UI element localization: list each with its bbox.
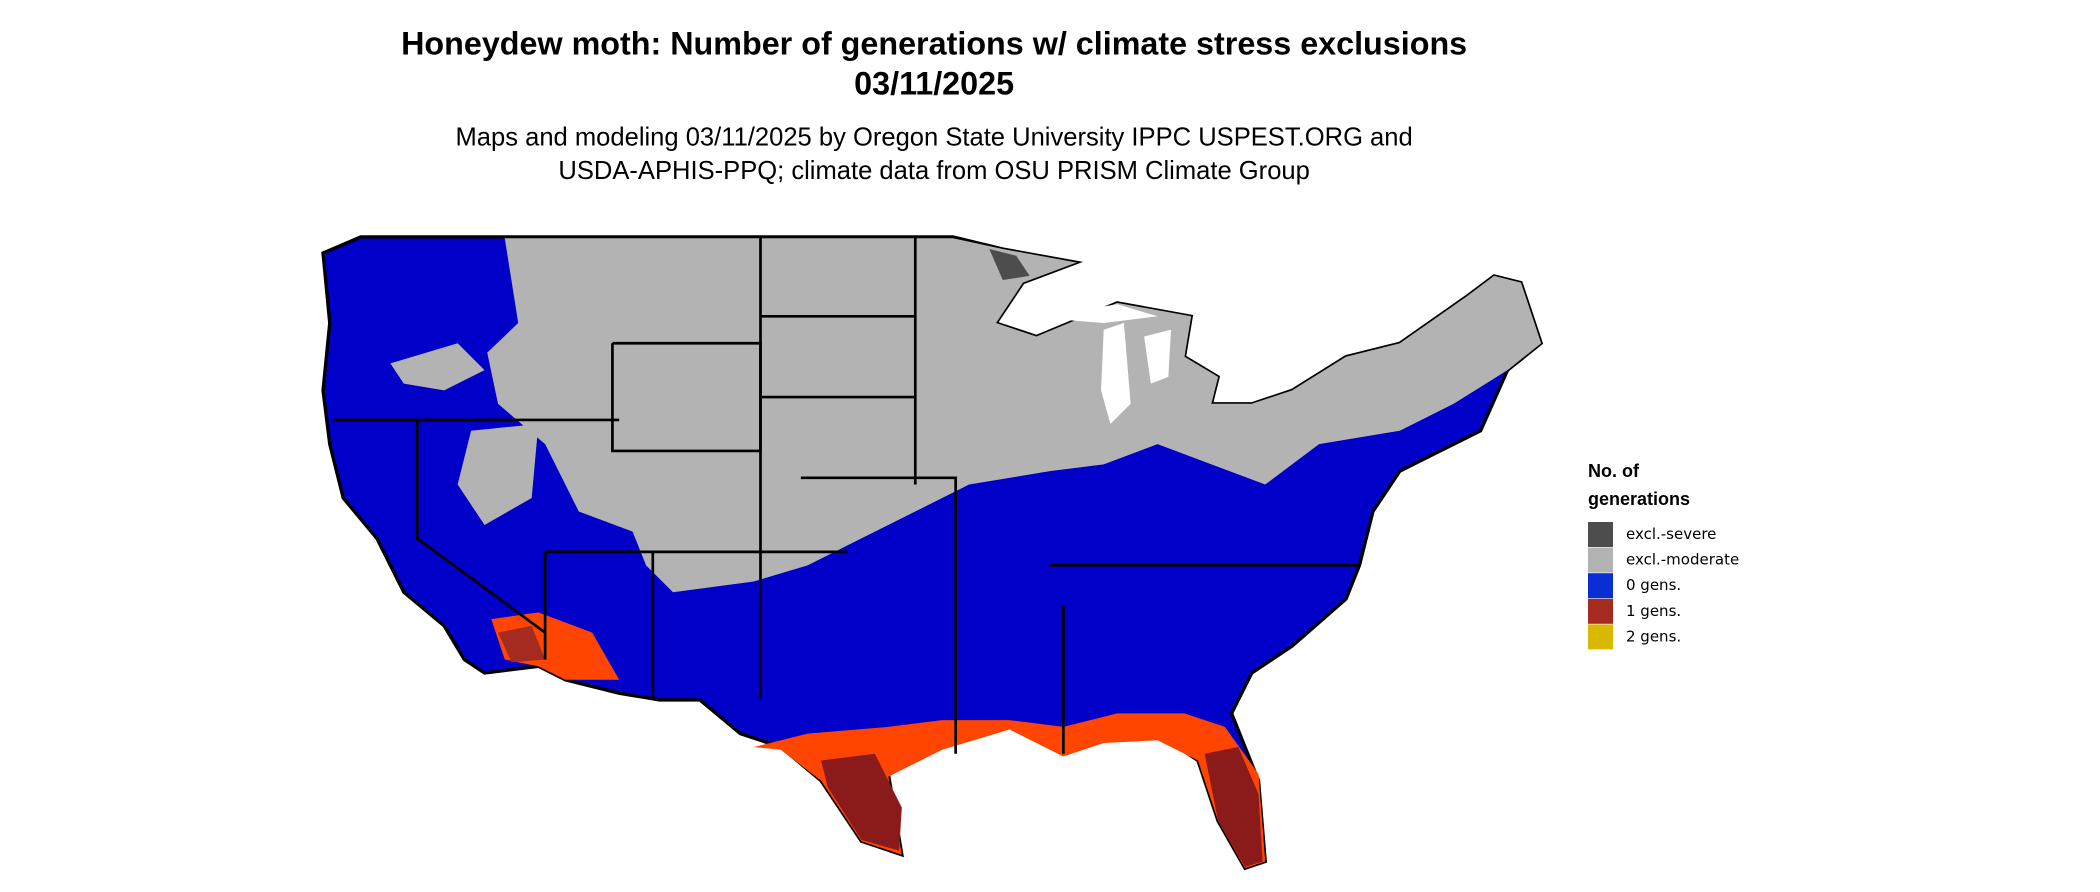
region-excl-moderate (487, 238, 1542, 593)
legend-title: generations (1588, 489, 1690, 509)
region-1-gen (1204, 747, 1263, 867)
great-lake (1144, 329, 1172, 384)
state-borders (333, 236, 1360, 754)
region-1-gen (498, 625, 546, 663)
title: 03/11/2025 (854, 66, 1014, 102)
great-lake (1036, 304, 1158, 324)
legend-label: excl.-moderate (1626, 551, 1739, 569)
legend: No. of generations excl.-severe excl.-mod… (1588, 461, 1739, 650)
map-layer: Honeydew moth: Number of generations w/ … (321, 25, 1544, 871)
region-excl-moderate (457, 423, 539, 525)
subtitle: USDA-APHIS-PPQ; climate data from OSU PR… (558, 157, 1309, 185)
legend-title: No. of (1588, 461, 1640, 481)
legend-label: 0 gens. (1626, 576, 1681, 594)
legend-swatch (1588, 522, 1613, 547)
legend-label: 1 gens. (1626, 602, 1681, 620)
great-lake (1101, 323, 1131, 424)
region-excl-moderate (390, 343, 485, 391)
region-1-gen (821, 753, 902, 851)
title: Honeydew moth: Number of generations w/ … (401, 25, 1467, 61)
subtitle: Maps and modeling 03/11/2025 by Oregon S… (456, 123, 1413, 151)
legend-swatch (1588, 547, 1613, 573)
region-excl-severe (989, 249, 1030, 280)
legend-swatch (1588, 573, 1613, 599)
legend-label: excl.-severe (1626, 525, 1716, 543)
legend-swatch (1588, 624, 1613, 650)
legend-swatch (1588, 598, 1613, 624)
legend-label: 2 gens. (1626, 627, 1681, 645)
